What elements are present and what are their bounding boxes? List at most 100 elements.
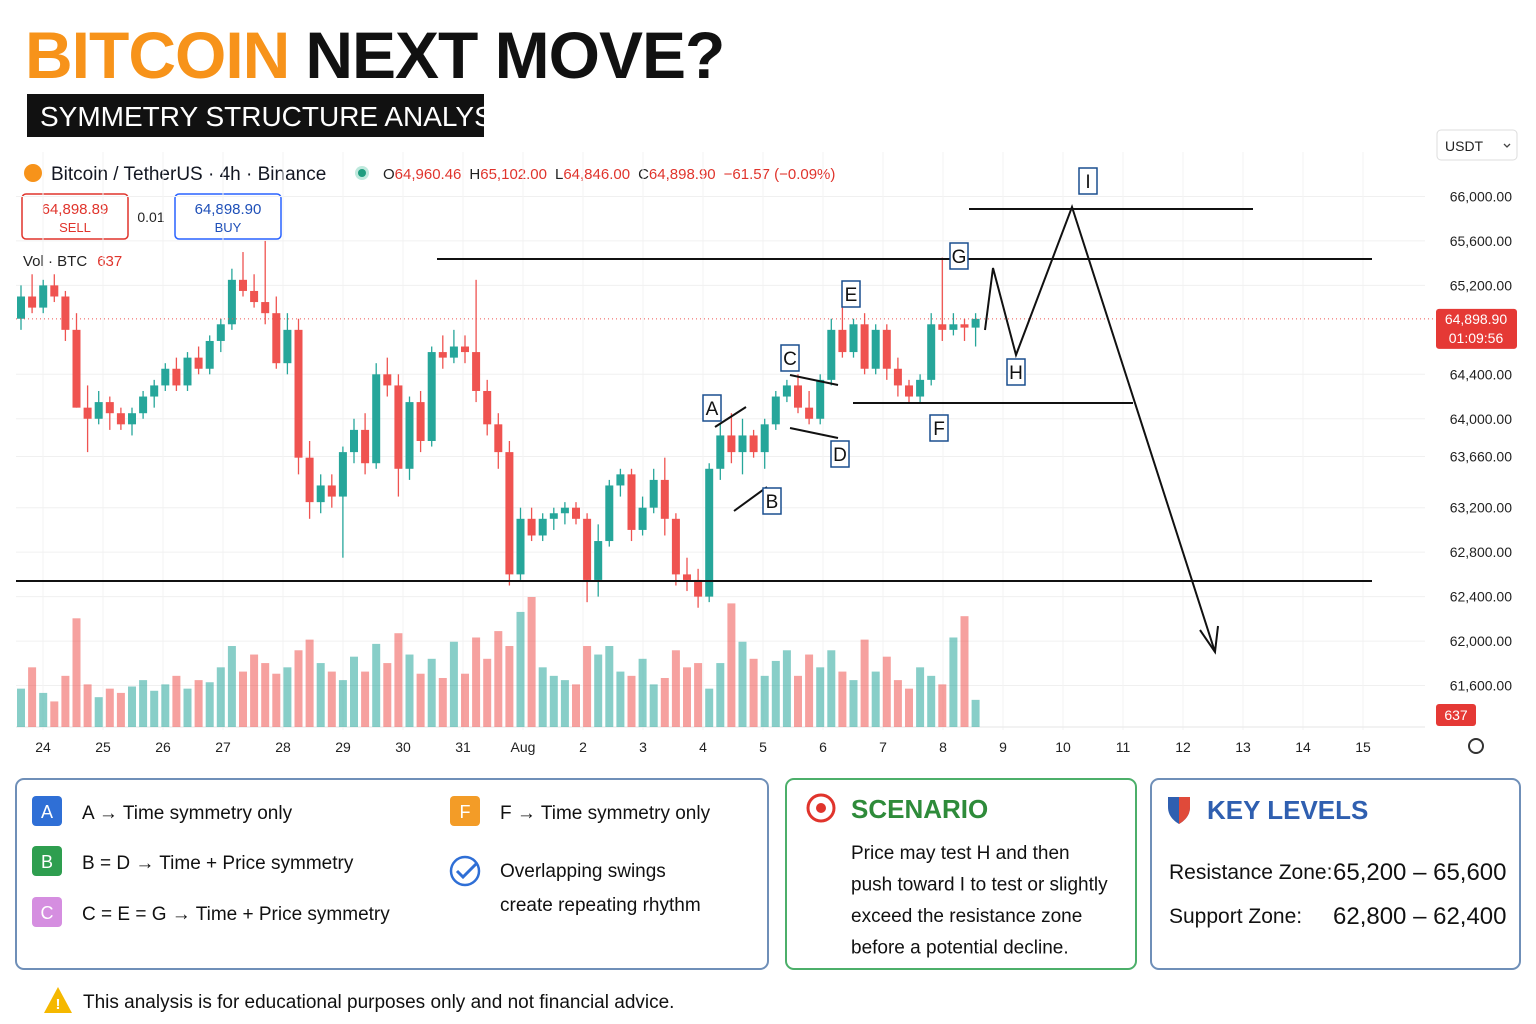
- level-value: 62,800 – 62,400: [1333, 903, 1507, 930]
- point-box: [702, 394, 722, 422]
- y-tick-label: 65,600.00: [1450, 233, 1512, 249]
- scenario-body: Price may test H and then push toward I t…: [851, 843, 1108, 959]
- volume-bar: [39, 692, 48, 727]
- x-tick-label: 4: [699, 739, 707, 755]
- projection-path: [984, 203, 1216, 653]
- point-label: D: [833, 445, 847, 466]
- volume-bar: [871, 671, 880, 727]
- target-center: [816, 803, 826, 813]
- y-tick-label: 63,660.00: [1450, 449, 1512, 465]
- candle-body: [893, 368, 902, 386]
- legend-panel: [15, 778, 769, 970]
- settings-icon: [1468, 738, 1484, 754]
- candle-body: [94, 402, 103, 419]
- candle-body: [727, 435, 736, 453]
- currency-dropdown[interactable]: [1436, 129, 1518, 161]
- y-tick-label: 62,800.00: [1450, 544, 1512, 560]
- x-tick-label: 12: [1175, 739, 1191, 755]
- currency: USDT: [1445, 138, 1484, 154]
- candle-body: [350, 429, 358, 453]
- legend-icon: [32, 846, 62, 876]
- volume-bar: [771, 660, 780, 727]
- candle-body: [649, 479, 658, 508]
- y-tick-label: 62,000.00: [1450, 633, 1512, 649]
- volume-bar: [794, 675, 802, 727]
- legend-icon-letter: B: [41, 852, 53, 872]
- scenario-line: exceed the resistance zone: [851, 906, 1082, 927]
- y-tick-label: 66,000.00: [1450, 188, 1512, 204]
- volume-bar: [749, 658, 758, 727]
- candle-body: [905, 385, 913, 397]
- x-tick-label: 10: [1055, 739, 1071, 755]
- volume-bar: [283, 667, 292, 727]
- candle-body: [916, 379, 925, 397]
- scenario-line: Price may test H and then: [851, 843, 1070, 864]
- candle-body: [405, 402, 414, 469]
- warning-mark: !: [56, 996, 61, 1013]
- candle-body: [527, 518, 536, 536]
- volume-bar: [738, 641, 747, 727]
- legend-text: A → Time symmetry only: [82, 803, 293, 824]
- scenario-title: SCENARIO: [851, 794, 988, 824]
- candle-body: [39, 285, 48, 308]
- x-tick-label: 28: [275, 739, 291, 755]
- subtitle: SYMMETRY STRUCTURE ANALYSIS: [40, 101, 519, 132]
- candle-body: [17, 296, 25, 319]
- volume-bar: [305, 639, 314, 727]
- candle-body: [627, 474, 636, 530]
- title-accent: BITCOIN: [25, 18, 289, 92]
- countdown: 01:09:56: [1449, 330, 1504, 346]
- sell-button[interactable]: [21, 193, 129, 240]
- point-box: [780, 344, 800, 372]
- last-price-badge: [1436, 308, 1517, 349]
- candle-body: [205, 340, 214, 369]
- point-label: B: [766, 492, 779, 513]
- volume-bar: [394, 633, 403, 727]
- candle-body: [150, 385, 159, 397]
- volume-bar: [72, 618, 81, 727]
- swing-b: [733, 486, 768, 512]
- x-tick-label: 15: [1355, 739, 1371, 755]
- volume-bar: [105, 688, 114, 727]
- swing-a: [714, 406, 747, 428]
- volume-bar: [372, 643, 381, 727]
- x-tick-label: 8: [939, 739, 947, 755]
- x-tick-label: 31: [455, 739, 471, 755]
- candle-body: [927, 324, 936, 380]
- volume-bar: [860, 639, 869, 727]
- volume-bar: [660, 677, 669, 727]
- buy-button[interactable]: [174, 193, 282, 240]
- y-tick-label: 65,200.00: [1450, 277, 1512, 293]
- volume-bar: [716, 663, 725, 727]
- point-label: C: [783, 349, 797, 370]
- ohlc-l: L: [555, 166, 563, 183]
- volume-bar: [882, 656, 891, 727]
- candle-body: [871, 329, 880, 369]
- candle-body: [394, 385, 403, 469]
- candle-body: [461, 346, 469, 353]
- last-price: 64,898.90: [1445, 311, 1507, 327]
- volume-bar: [461, 673, 469, 727]
- point-label: A: [706, 399, 719, 420]
- plot: 66,000.00 65,600.00 65,200.00 64,400.00 64,0…: [16, 152, 1517, 755]
- candle-body: [760, 424, 769, 453]
- volume-bar: [805, 654, 814, 727]
- y-tick-label: 64,400.00: [1450, 366, 1512, 382]
- ohlc-change: −61.57 (−0.09%): [724, 166, 836, 183]
- btc-icon: [24, 164, 42, 182]
- candle-body: [361, 429, 370, 464]
- disclaimer: This analysis is for educational purpose…: [83, 992, 674, 1013]
- candle-body: [660, 479, 669, 519]
- legend-icon: [32, 897, 62, 927]
- candle-body: [472, 352, 481, 391]
- volume-bar: [161, 684, 170, 727]
- volume-bar: [549, 675, 558, 727]
- candle-body: [849, 324, 858, 353]
- volume-bar: [782, 650, 791, 727]
- status-dot: [358, 169, 366, 177]
- volume-bar: [505, 646, 514, 727]
- volume-bar: [494, 631, 503, 727]
- volume-bar: [116, 692, 125, 727]
- volume-bar: [560, 680, 569, 727]
